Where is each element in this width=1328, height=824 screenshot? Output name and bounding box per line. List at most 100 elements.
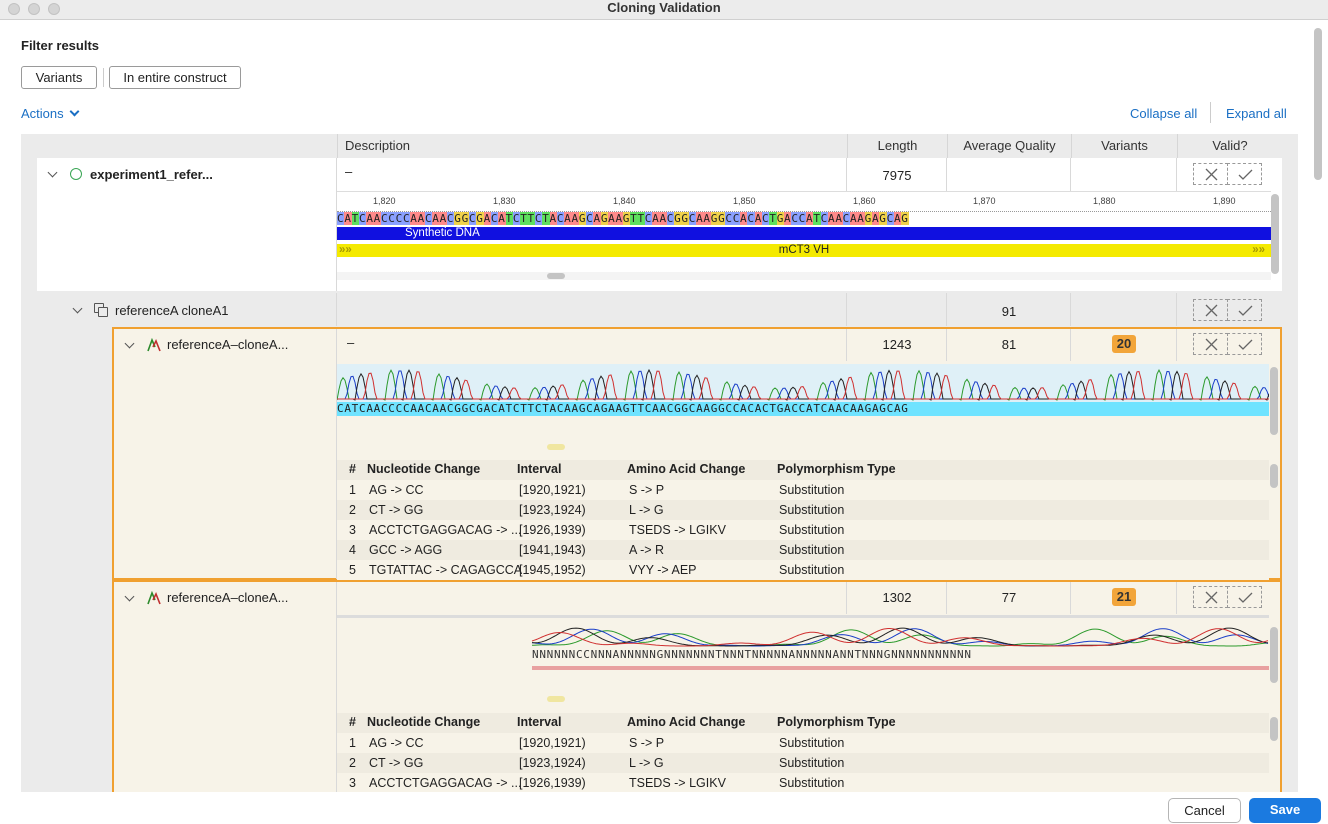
nucleotide: N — [539, 648, 547, 661]
reference-description: – — [345, 164, 353, 179]
expand-all-link[interactable]: Expand all — [1226, 106, 1287, 121]
variant-cell-amino: L -> G — [629, 756, 664, 770]
clone-invalid-button[interactable] — [1193, 586, 1228, 608]
nucleotide: N — [707, 648, 716, 661]
nucleotide: N — [905, 648, 914, 661]
clone-length: 1243 — [882, 337, 912, 352]
variant-row[interactable]: 3 ACCTCTGAGGACAG -> ... [1926,1939) TSEDS -… — [337, 773, 1269, 792]
nucleotide: T — [769, 212, 777, 225]
column-header-description[interactable]: Description — [337, 134, 847, 158]
nucleotide: C — [575, 648, 584, 661]
variants-header-amino[interactable]: Amino Acid Change — [627, 462, 746, 476]
variants-header-type[interactable]: Polymorphism Type — [777, 462, 896, 476]
variant-count-badge[interactable]: 20 — [1112, 335, 1136, 353]
nucleotide: C — [586, 402, 594, 415]
cancel-button[interactable]: Cancel — [1168, 798, 1241, 823]
variant-cell-nucleotide: GCC -> AGG — [369, 543, 443, 557]
nucleotide: A — [659, 212, 667, 225]
variants-header-amino[interactable]: Amino Acid Change — [627, 715, 746, 729]
column-header-average-quality[interactable]: Average Quality — [947, 134, 1071, 158]
save-button[interactable]: Save — [1249, 798, 1321, 823]
variants-table: # Nucleotide Change Interval Amino Acid Cha… — [337, 460, 1269, 580]
clone-average-quality: 77 — [1001, 590, 1017, 605]
variant-row[interactable]: 5 TGTATTAC -> CAGAGCCA [1945,1952) VYY -> A… — [337, 560, 1269, 580]
nucleotide: N — [619, 648, 628, 661]
column-header-variants[interactable]: Variants — [1071, 134, 1177, 158]
variant-row[interactable]: 1 AG -> CC [1920,1921) S -> P Substitution — [337, 480, 1269, 500]
nucleotide: N — [729, 648, 738, 661]
nucleotide: T — [351, 402, 359, 415]
horizontal-scrollbar[interactable] — [547, 696, 565, 702]
nucleotide: C — [732, 402, 741, 415]
vertical-scrollbar[interactable] — [1271, 194, 1279, 274]
synthetic-dna-annotation[interactable]: Synthetic DNA — [337, 227, 1271, 240]
close-window-button[interactable] — [8, 3, 20, 15]
nucleotide: N — [759, 648, 767, 661]
variants-header-nucleotide[interactable]: Nucleotide Change — [367, 462, 481, 476]
variant-row[interactable]: 3 ACCTCTGAGGACAG -> ... [1926,1939) TSEDS -… — [337, 520, 1269, 540]
variant-cell-type: Substitution — [779, 483, 845, 497]
clone-valid-button[interactable] — [1227, 333, 1262, 355]
variants-header-type[interactable]: Polymorphism Type — [777, 715, 896, 729]
variant-row[interactable]: 2 CT -> GG [1923,1924) L -> G Substitution — [337, 753, 1269, 773]
arrow-right-icon: »» — [339, 244, 352, 256]
variant-count-badge[interactable]: 21 — [1112, 588, 1136, 606]
vertical-scrollbar[interactable] — [1270, 717, 1278, 741]
window-title: Cloning Validation — [607, 0, 721, 15]
scope-filter-chip[interactable]: In entire construct — [109, 66, 241, 89]
nucleotide: C — [388, 212, 396, 225]
nucleotide: G — [578, 212, 587, 225]
variant-row[interactable]: 4 GCC -> AGG [1941,1943) A -> R Substitution — [337, 540, 1269, 560]
nucleotide: A — [615, 402, 623, 415]
nucleotide: N — [597, 648, 606, 661]
reference-valid-button[interactable] — [1227, 163, 1262, 185]
horizontal-scrollbar[interactable] — [547, 444, 565, 450]
nucleotide: C — [747, 212, 755, 225]
vertical-scrollbar[interactable] — [1270, 464, 1278, 488]
group-valid-button[interactable] — [1227, 299, 1262, 321]
ruler-tick-label: 1,830 — [493, 196, 516, 206]
chromatogram-trace — [531, 627, 1269, 647]
horizontal-scrollbar[interactable] — [337, 272, 1271, 280]
chip-divider — [103, 68, 104, 87]
chromatogram-viewer[interactable]: NNNNNNCCNNNANNNNNGNNNNNNNTNNNTNNNNNANNNN… — [337, 615, 1269, 711]
nucleotide: N — [737, 648, 745, 661]
zoom-window-button[interactable] — [48, 3, 60, 15]
nucleotide: A — [344, 212, 352, 225]
variants-filter-chip[interactable]: Variants — [21, 66, 97, 89]
variants-header-num[interactable]: # — [349, 462, 356, 476]
actions-menu[interactable]: Actions — [21, 106, 80, 121]
nucleotide: G — [622, 212, 631, 225]
nucleotide: A — [740, 402, 748, 415]
chromatogram-viewer[interactable]: CATCAACCCCAACAACGGCGACATCTTCTACAAGCAGAAG… — [337, 362, 1269, 457]
reference-sequence-viewer[interactable]: 1,820 1,830 1,840 1,850 1,860 1,870 1,880 1,890… — [337, 191, 1271, 291]
window-vertical-scrollbar[interactable] — [1314, 28, 1322, 180]
minimize-window-button[interactable] — [28, 3, 40, 15]
variant-cell-type: Substitution — [779, 776, 845, 790]
variants-header-interval[interactable]: Interval — [517, 462, 562, 476]
cds-annotation[interactable]: »» mCT3 VH »» — [337, 244, 1271, 257]
variant-row[interactable]: 2 CT -> GG [1923,1924) L -> G Substitution — [337, 500, 1269, 520]
vertical-scrollbar[interactable] — [1270, 627, 1278, 683]
collapse-all-link[interactable]: Collapse all — [1130, 106, 1198, 121]
variants-header-interval[interactable]: Interval — [517, 715, 562, 729]
nucleotide: N — [817, 648, 826, 661]
reference-invalid-button[interactable] — [1193, 163, 1228, 185]
variant-row[interactable]: 1 AG -> CC [1920,1921) S -> P Substitution — [337, 733, 1269, 753]
clone-invalid-button[interactable] — [1193, 333, 1228, 355]
nucleotide: A — [366, 212, 374, 225]
column-header-length[interactable]: Length — [847, 134, 947, 158]
variant-cell-num: 1 — [349, 736, 356, 750]
clone-valid-button[interactable] — [1227, 586, 1262, 608]
variants-header-nucleotide[interactable]: Nucleotide Change — [367, 715, 481, 729]
group-invalid-button[interactable] — [1193, 299, 1228, 321]
variant-cell-num: 3 — [349, 776, 356, 790]
variant-cell-interval: [1923,1924) — [519, 503, 586, 517]
column-header-valid[interactable]: Valid? — [1177, 134, 1282, 158]
variant-cell-num: 5 — [349, 563, 356, 577]
variants-header-num[interactable]: # — [349, 715, 356, 729]
nucleotide: A — [549, 212, 557, 225]
nucleotide: N — [861, 648, 870, 661]
vertical-scrollbar[interactable] — [1270, 367, 1278, 435]
nucleotide: A — [593, 212, 601, 225]
